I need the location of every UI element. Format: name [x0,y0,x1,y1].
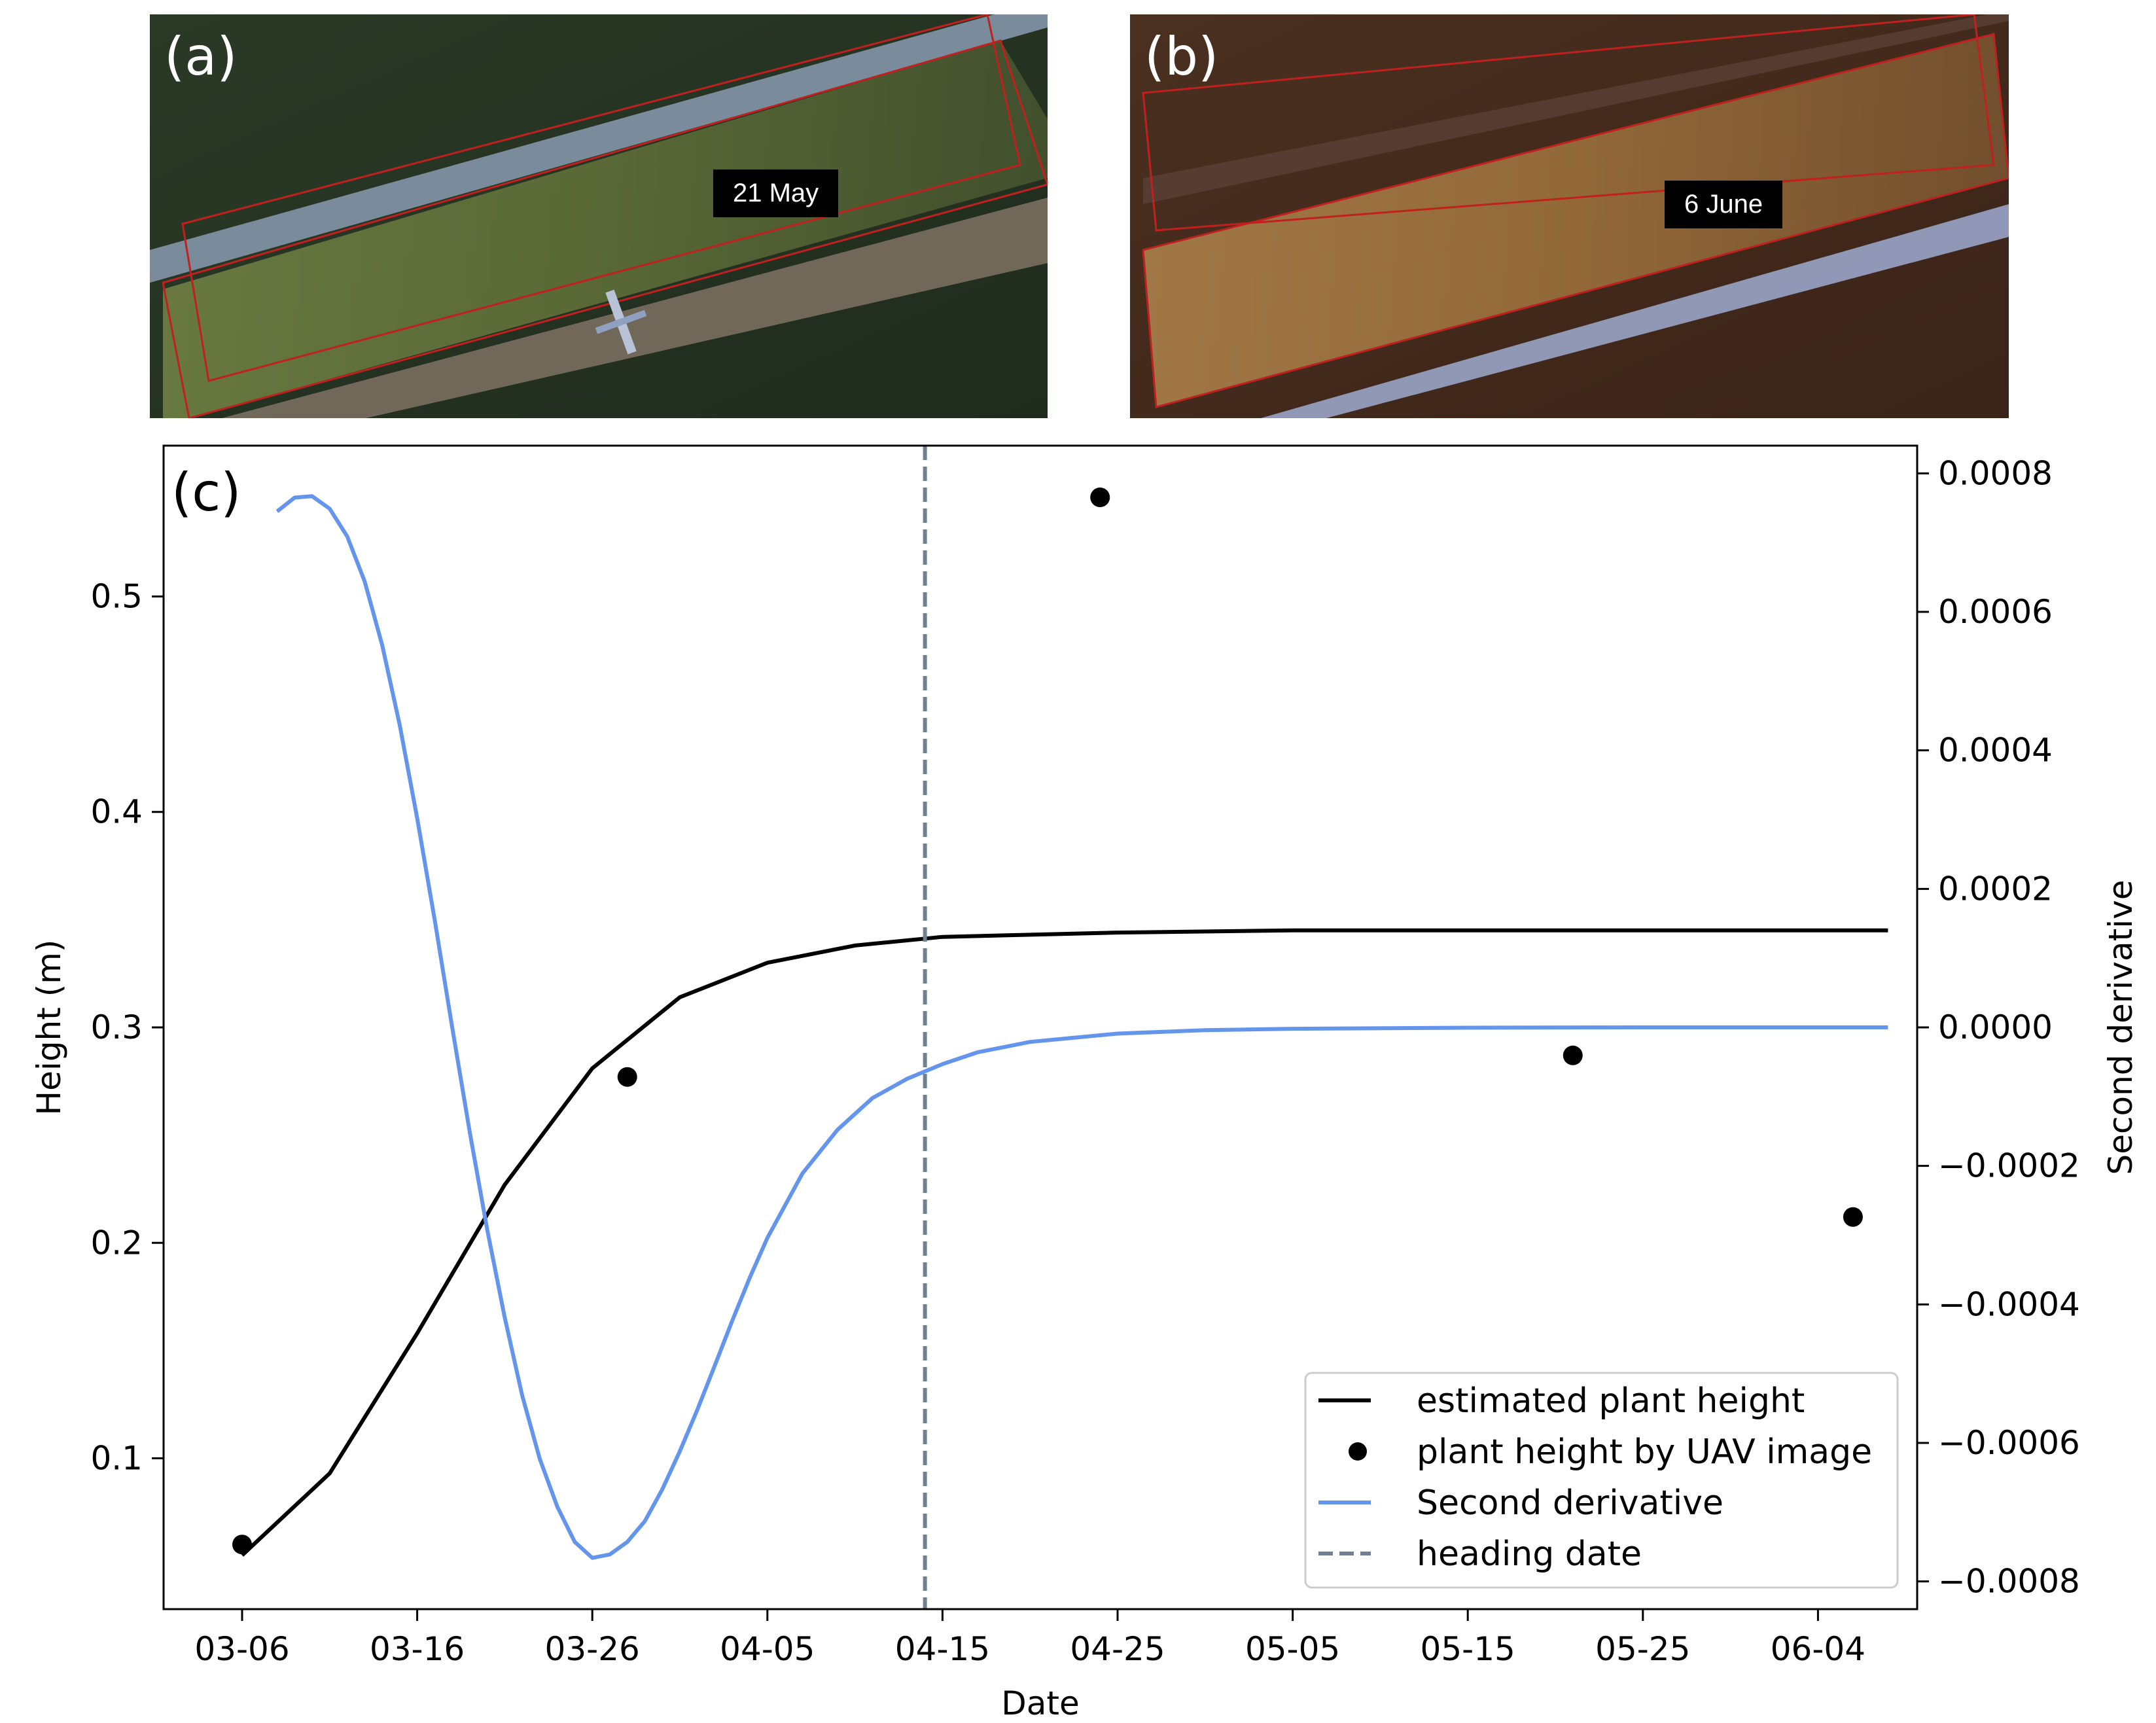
date-tag-a: 21 May [713,169,839,217]
panel-label-a: (a) [164,26,238,87]
legend: estimated plant height plant height by U… [1304,1372,1899,1589]
aerial-photo-6-june: (b) 6 June [1130,14,2009,418]
plot-area [232,446,1888,1609]
y-tick-label: 0.1 [90,1440,143,1478]
y-axis-title: Height (m) [30,940,68,1116]
x-tick-label: 03-06 [194,1630,289,1668]
uav-height-point [617,1067,637,1087]
uav-height-point [232,1535,252,1555]
drone-shape [595,289,647,355]
legend-label-estimated: estimated plant height [1417,1381,1805,1421]
uav-height-point [1090,488,1110,508]
plant-height-chart: (c) 03-06 03-16 03-26 04-05 04-15 04-25 05-05 0… [30,444,2140,1722]
estimated-height-line [240,928,1888,1557]
legend-label-uav: plant height by UAV image [1417,1432,1872,1472]
x-tick-label: 04-25 [1070,1630,1165,1668]
y2-tick-label: 0.0008 [1938,454,2053,492]
legend-label-second-derivative: Second derivative [1417,1483,1723,1523]
aerial-photo-b-image [1130,14,2009,418]
x-tick-label: 03-26 [545,1630,640,1668]
y2-tick-label: 0.0002 [1938,870,2053,908]
y2-tick-label: 0.0004 [1938,732,2053,770]
second-derivative-line [275,494,1888,1560]
x-tick-label: 05-25 [1595,1630,1690,1668]
uav-height-point [1843,1207,1863,1227]
y2-axis-ticks: −0.0008 −0.0006 −0.0004 −0.0002 0.0000 0.0002… [1917,454,2080,1601]
aerial-photo-21-may: (a) 21 May [150,14,1048,418]
panel-label-b: (b) [1144,26,1219,87]
y2-tick-label: −0.0006 [1938,1424,2080,1462]
y2-tick-label: −0.0004 [1938,1285,2080,1323]
x-tick-label: 05-15 [1421,1630,1515,1668]
y-tick-label: 0.2 [90,1224,143,1262]
x-axis-title: Date [1001,1684,1080,1722]
y2-tick-label: 0.0006 [1938,593,2053,631]
y2-tick-label: 0.0000 [1938,1008,2053,1046]
x-tick-label: 04-05 [720,1630,815,1668]
y-tick-label: 0.3 [90,1008,143,1046]
x-tick-label: 05-05 [1245,1630,1340,1668]
x-tick-label: 03-16 [370,1630,465,1668]
legend-label-heading: heading date [1417,1535,1642,1574]
y-tick-label: 0.5 [90,577,143,615]
date-tag-b: 6 June [1665,181,1783,228]
y2-tick-label: −0.0002 [1938,1147,2080,1185]
x-tick-label: 06-04 [1771,1630,1865,1668]
legend-swatch-uav [1349,1442,1367,1461]
y-tick-label: 0.4 [90,793,143,831]
aerial-photo-a-image [150,14,1048,418]
uav-height-point [1563,1045,1583,1065]
x-axis-ticks: 03-06 03-16 03-26 04-05 04-15 04-25 05-05 05-15… [194,1609,1865,1668]
legend-box [1304,1372,1899,1589]
panel-label-c: (c) [171,462,241,523]
y2-tick-label: −0.0008 [1938,1563,2080,1601]
y2-axis-title: Second derivative [2102,880,2140,1175]
x-tick-label: 04-15 [895,1630,990,1668]
y-axis-ticks: 0.1 0.2 0.3 0.4 0.5 [90,577,164,1478]
